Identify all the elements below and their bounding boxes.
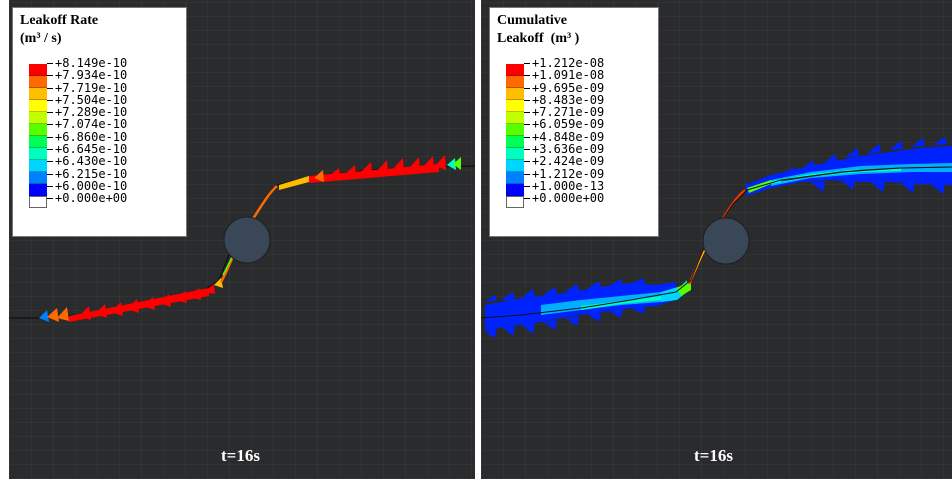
legend-swatch [506,160,524,172]
legend-swatch [29,76,47,88]
leakoff-zone-right [745,137,952,196]
legend-swatch [506,148,524,160]
legend-swatch [29,160,47,172]
legend-label: +7.934e-10 [47,69,127,82]
legend-label: +0.000e+00 [47,192,127,205]
legend-swatch [29,124,47,136]
legend-swatch [506,112,524,124]
legend-label: +6.645e-10 [47,143,127,156]
legend-label: +7.074e-10 [47,118,127,131]
legend-label: +6.860e-10 [47,130,127,143]
legend-swatch [506,88,524,100]
legend-label: +9.695e-09 [524,81,604,94]
legend-swatch [29,100,47,112]
fracture-wing-left [39,278,223,322]
panel-leakoff-rate: Leakoff Rate (m³ / s) +8.149e-10 +7.934e… [9,0,475,479]
legend-swatch [506,124,524,136]
legend-label: +8.149e-10 [47,57,127,70]
legend-label: +1.212e-08 [524,57,604,70]
wellbore-circle [223,216,271,264]
legend-swatch [506,196,524,208]
legend-labels: +8.149e-10 +7.934e-10 +7.719e-10 +7.504e… [47,57,127,205]
legend-label: +1.212e-09 [524,167,604,180]
legend-title: Leakoff Rate (m³ / s) [20,13,99,46]
legend-swatch [29,112,47,124]
fracture-scene-left [9,155,475,322]
legend-labels: +1.212e-08 +1.091e-08 +9.695e-09 +8.483e… [524,57,604,205]
legend-swatch [29,196,47,208]
legend-label: +6.000e-10 [47,180,127,193]
legend-color-bar [29,64,47,208]
legend-swatch [506,136,524,148]
legend-label: +7.719e-10 [47,81,127,94]
legend-label: +6.430e-10 [47,155,127,168]
leakoff-zone-left [485,278,691,338]
fracture-wing-right [279,155,461,190]
legend-swatch [506,172,524,184]
legend-label: +7.504e-10 [47,94,127,107]
time-label: t=16s [221,446,260,465]
time-label: t=16s [694,446,733,465]
legend-label: +6.215e-10 [47,167,127,180]
legend-swatch [29,148,47,160]
legend-swatch [506,184,524,196]
legend-label: +7.271e-09 [524,106,604,119]
legend-title: Cumulative Leakoff (m³ ) [497,13,580,46]
legend-swatch [29,136,47,148]
legend-color-bar [506,64,524,208]
legend-label: +2.424e-09 [524,155,604,168]
legend-label: +4.848e-09 [524,130,604,143]
panel-cumulative-leakoff: Cumulative Leakoff (m³ ) +1.212e-08 +1.0… [481,0,952,479]
legend-swatch [506,76,524,88]
legend-leakoff-rate: Leakoff Rate (m³ / s) +8.149e-10 +7.934e… [12,7,187,237]
legend-label: +1.000e-13 [524,180,604,193]
legend-label: +7.289e-10 [47,106,127,119]
legend-swatch [506,100,524,112]
legend-swatch [29,172,47,184]
legend-swatch [29,64,47,76]
legend-label: +8.483e-09 [524,94,604,107]
legend-swatch [506,64,524,76]
legend-label: +6.059e-09 [524,118,604,131]
legend-label: +1.091e-08 [524,69,604,82]
fracture-scene-right [481,137,952,338]
legend-swatch [29,88,47,100]
wellbore-circle [702,217,750,265]
legend-cumulative-leakoff: Cumulative Leakoff (m³ ) +1.212e-08 +1.0… [489,7,659,237]
legend-label: +0.000e+00 [524,192,604,205]
legend-swatch [29,184,47,196]
legend-label: +3.636e-09 [524,143,604,156]
